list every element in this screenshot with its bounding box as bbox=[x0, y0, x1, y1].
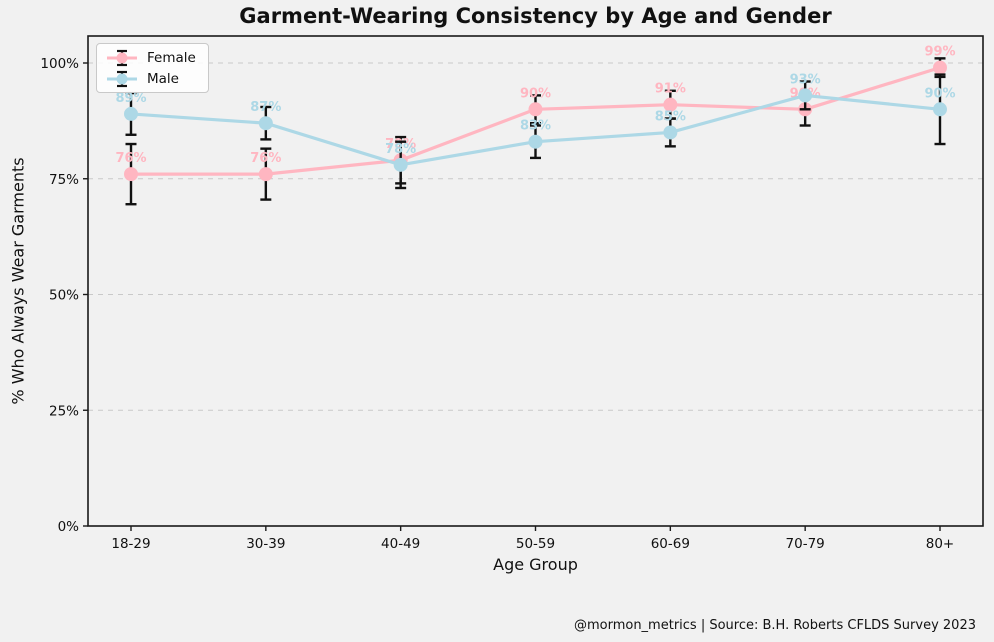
data-label: 91% bbox=[655, 82, 686, 97]
x-tick-label: 18-29 bbox=[111, 536, 150, 552]
legend: Female Male bbox=[96, 43, 209, 93]
legend-item-male: Male bbox=[104, 68, 196, 89]
y-tick-label: 75% bbox=[49, 172, 79, 188]
data-label: 76% bbox=[115, 151, 146, 166]
data-label: 89% bbox=[115, 91, 146, 106]
y-tick-label: 100% bbox=[40, 56, 79, 72]
data-point bbox=[258, 167, 273, 182]
data-point bbox=[798, 88, 813, 103]
data-label: 90% bbox=[520, 86, 551, 101]
data-label: 87% bbox=[250, 100, 281, 115]
legend-label-female: Female bbox=[147, 49, 196, 66]
male-errorbar-marker-icon bbox=[104, 69, 140, 89]
x-tick-label: 60-69 bbox=[651, 536, 690, 552]
data-label: 99% bbox=[924, 45, 955, 60]
female-errorbar-marker-icon bbox=[104, 48, 140, 68]
x-tick-label: 80+ bbox=[926, 536, 955, 552]
x-axis-label: Age Group bbox=[493, 555, 578, 574]
data-label: 90% bbox=[924, 86, 955, 101]
data-point bbox=[528, 102, 543, 117]
chart-title: Garment-Wearing Consistency by Age and G… bbox=[239, 4, 832, 28]
data-point bbox=[663, 125, 678, 140]
data-label: 76% bbox=[250, 151, 281, 166]
y-tick-label: 25% bbox=[49, 403, 79, 419]
data-point bbox=[933, 102, 947, 117]
x-tick-label: 70-79 bbox=[786, 536, 825, 552]
data-label: 78% bbox=[385, 142, 416, 157]
attribution: @mormon_metrics | Source: B.H. Roberts C… bbox=[573, 618, 976, 633]
y-tick-label: 0% bbox=[58, 519, 80, 535]
data-label: 85% bbox=[655, 109, 686, 124]
axes: 0% 25% 50% 75% 100% 18-29 30-39 40-49 50-59 60-69… bbox=[40, 56, 954, 552]
x-tick-label: 50-59 bbox=[516, 536, 555, 552]
legend-item-female: Female bbox=[104, 47, 196, 68]
data-point bbox=[124, 106, 138, 121]
legend-label-male: Male bbox=[147, 70, 179, 87]
data-label: 93% bbox=[790, 72, 821, 87]
data-point bbox=[528, 134, 543, 149]
y-axis-label: % Who Always Wear Garments bbox=[8, 157, 28, 405]
y-tick-label: 50% bbox=[49, 288, 79, 304]
data-point bbox=[258, 116, 273, 131]
data-point bbox=[393, 157, 408, 172]
data-point bbox=[124, 167, 138, 182]
data-point bbox=[933, 60, 947, 75]
x-tick-label: 40-49 bbox=[381, 536, 420, 552]
series-male: 89% 87% 78% 83% 85% 93% 90% bbox=[115, 72, 956, 190]
x-tick-label: 30-39 bbox=[246, 536, 285, 552]
data-point bbox=[663, 97, 678, 112]
data-label: 83% bbox=[520, 119, 551, 134]
